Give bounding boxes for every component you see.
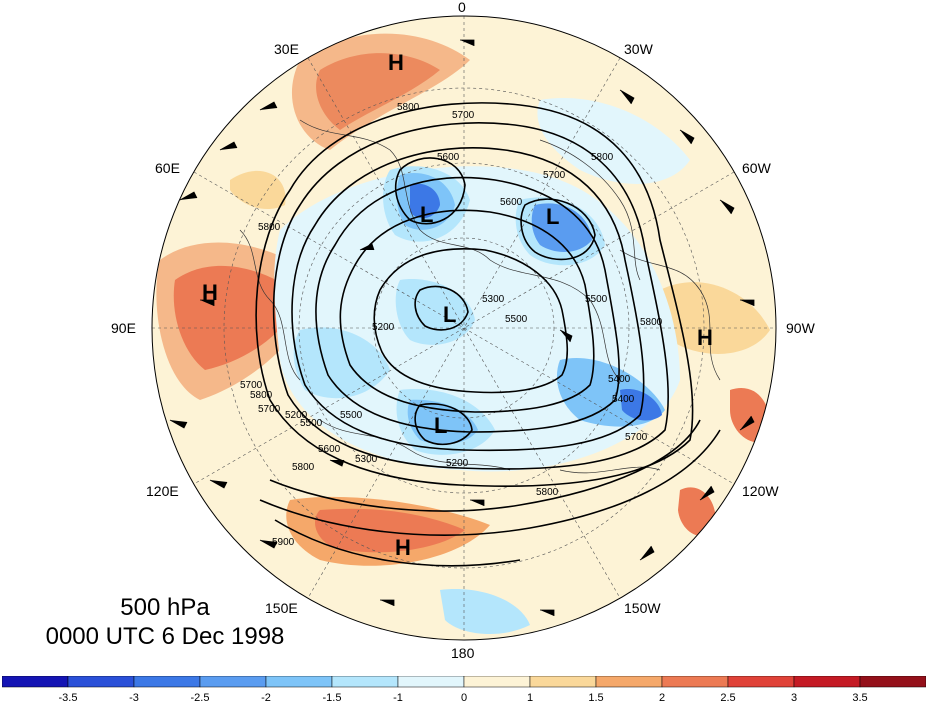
colorbar-tick-label: 1.5: [588, 692, 603, 702]
height-contours: [255, 102, 721, 567]
low-center-label: L: [546, 204, 559, 229]
polar-map: 5700 5800 5600 5600 5700 5800 5800 5500 …: [111, 0, 816, 661]
colorbar-tick-label: 3: [791, 692, 797, 702]
colorbar-box: [133, 676, 201, 688]
colorbar-box: [199, 676, 267, 688]
contour-label: 5600: [318, 444, 341, 455]
lon-label-30w: 30W: [624, 41, 654, 57]
lon-label-180: 180: [451, 645, 475, 661]
lon-label-0: 0: [458, 0, 466, 15]
contour-label: 5300: [355, 454, 378, 465]
coastlines: [239, 119, 721, 474]
contour-label: 5400: [608, 374, 631, 385]
pressure-level-label: 500 hPa: [120, 594, 210, 621]
contour-label: 5700: [452, 110, 475, 121]
lon-label-60w: 60W: [742, 160, 772, 176]
contour-label: 5700: [625, 432, 648, 443]
colorbar-box: [265, 676, 333, 688]
colorbar-tick-label: -3: [129, 692, 139, 702]
contour-label: 5200: [446, 458, 469, 469]
contour-label: 5700: [240, 380, 263, 391]
longitude-labels: 0 30W 60W 90W 120W 150W 180 150E 120E 90…: [111, 0, 816, 661]
colorbar-box: [529, 676, 597, 688]
map-border: [151, 15, 777, 641]
high-center-label: H: [697, 325, 713, 350]
contour-labels: 5700 5800 5600 5600 5700 5800 5800 5500 …: [240, 102, 663, 548]
contour-label: 5700: [258, 404, 281, 415]
colorbar-box: [859, 676, 926, 688]
colorbar: -3.5 -3 -2.5 -2 -1.5 -1 0 1 1.5 2 2.5 3 3.5: [2, 676, 926, 702]
contour-label: 5500: [505, 314, 528, 325]
colorbar-tick-label: -1.5: [323, 692, 342, 702]
contour-label: 5800: [250, 390, 273, 401]
colorbar-tick-label: 1: [527, 692, 533, 702]
contour-label: 5800: [536, 487, 559, 498]
low-center-label: L: [443, 302, 456, 327]
wind-barbs: [169, 39, 755, 616]
lon-label-90w: 90W: [786, 320, 816, 336]
contour-label: 5300: [482, 294, 505, 305]
pressure-centers: H L L H L H L H: [202, 50, 713, 560]
lon-label-150w: 150W: [624, 600, 661, 616]
lon-label-120e: 120E: [146, 483, 179, 499]
contour-label: 5500: [300, 418, 323, 429]
low-center-label: L: [434, 413, 447, 438]
lon-label-150e: 150E: [265, 600, 298, 616]
valid-time-label: 0000 UTC 6 Dec 1998: [45, 623, 285, 650]
colorbar-box: [397, 676, 465, 688]
contour-label: 5600: [500, 197, 523, 208]
high-center-label: H: [202, 280, 218, 305]
contour-label: 5800: [258, 222, 281, 233]
contour-label: 5900: [272, 537, 295, 548]
contour-label: 5500: [585, 294, 608, 305]
colorbar-box: [595, 676, 663, 688]
colorbar-box: [331, 676, 399, 688]
lon-label-120w: 120W: [742, 483, 779, 499]
contour-label: 5800: [292, 462, 315, 473]
lon-label-60e: 60E: [155, 160, 180, 176]
lon-label-30e: 30E: [274, 41, 299, 57]
colorbar-tick-label: 2.5: [720, 692, 735, 702]
high-center-label: H: [388, 50, 404, 75]
colorbar-box: [463, 676, 531, 688]
colorbar-box: [727, 676, 795, 688]
colorbar-box: [67, 676, 135, 688]
colorbar-tick-label: 2: [659, 692, 665, 702]
colorbar-tick-label: -3.5: [59, 692, 78, 702]
contour-label: 5500: [340, 410, 363, 421]
colorbar-box: [2, 676, 69, 688]
contour-label: 5600: [437, 152, 460, 163]
contour-label: 5800: [397, 102, 420, 113]
colorbar-boxes: [2, 676, 926, 688]
contour-label: 5800: [640, 317, 663, 328]
contour-label: 5800: [591, 152, 614, 163]
lon-label-90e: 90E: [111, 320, 136, 336]
contour-label: 5200: [285, 410, 308, 421]
high-center-label: H: [395, 535, 411, 560]
contour-label: 5200: [372, 322, 395, 333]
colorbar-tick-label: 3.5: [852, 692, 867, 702]
colorbar-tick-label: -2: [261, 692, 271, 702]
colorbar-box: [793, 676, 861, 688]
colorbar-tick-label: -2.5: [191, 692, 210, 702]
contour-label: 5700: [543, 170, 566, 181]
map-title: 500 hPa 0000 UTC 6 Dec 1998: [0, 593, 330, 651]
low-center-label: L: [420, 202, 433, 227]
colorbar-tick-label: 0: [461, 692, 467, 702]
contour-label: 5400: [612, 394, 635, 405]
colorbar-box: [661, 676, 729, 688]
colorbar-labels: -3.5 -3 -2.5 -2 -1.5 -1 0 1 1.5 2 2.5 3 3.5: [59, 692, 868, 702]
colorbar-tick-label: -1: [393, 692, 403, 702]
